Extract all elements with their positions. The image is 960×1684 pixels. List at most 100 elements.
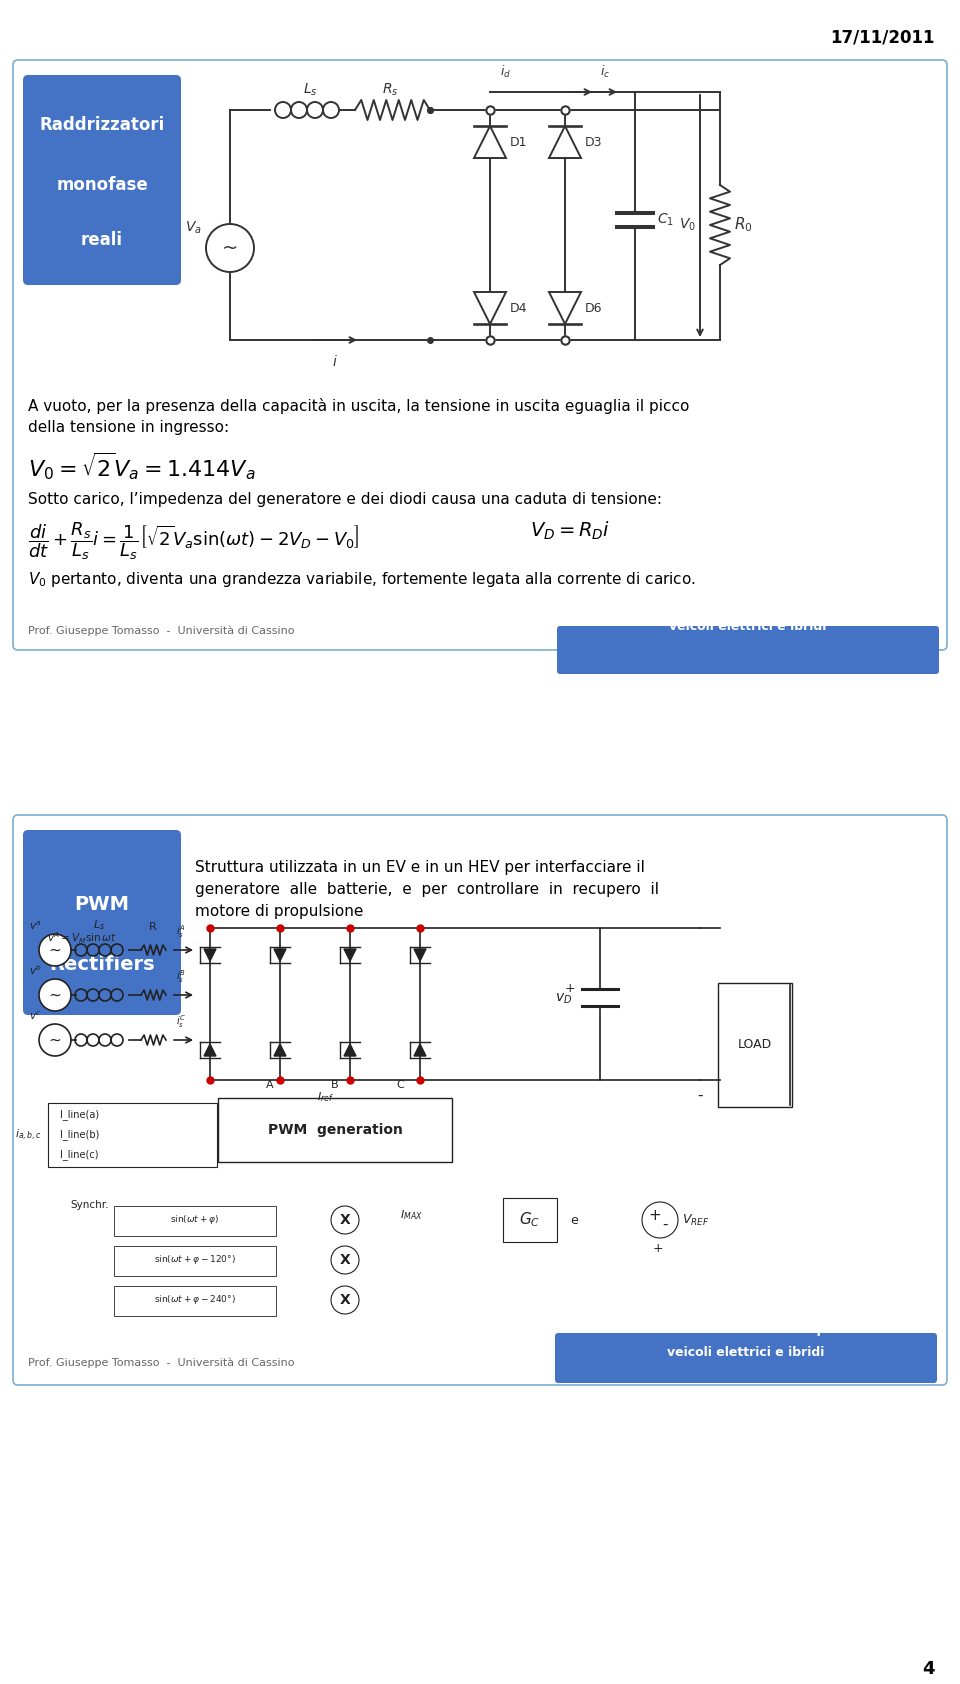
Text: $V_{REF}$: $V_{REF}$ [682, 1212, 709, 1228]
Polygon shape [414, 1044, 426, 1056]
Text: -: - [662, 1216, 668, 1231]
Text: generatore  alle  batterie,  e  per  controllare  in  recupero  il: generatore alle batterie, e per controll… [195, 882, 659, 898]
FancyBboxPatch shape [23, 830, 181, 1015]
FancyBboxPatch shape [218, 1098, 452, 1162]
Text: $V_0$: $V_0$ [679, 217, 696, 232]
Text: Sotto carico, l’impedenza del generatore e dei diodi causa una caduta di tension: Sotto carico, l’impedenza del generatore… [28, 492, 662, 507]
Text: $\dfrac{di}{dt} + \dfrac{R_s}{L_s}i = \dfrac{1}{L_s}\left[\sqrt{2}V_a \sin(\omeg: $\dfrac{di}{dt} + \dfrac{R_s}{L_s}i = \d… [28, 520, 360, 562]
Text: ~: ~ [49, 987, 61, 1002]
Text: $V_0$ pertanto, diventa una grandezza variabile, fortemente legata alla corrente: $V_0$ pertanto, diventa una grandezza va… [28, 569, 696, 589]
FancyBboxPatch shape [718, 983, 792, 1106]
FancyBboxPatch shape [23, 76, 181, 285]
Polygon shape [549, 126, 581, 158]
Text: I_line(b): I_line(b) [60, 1130, 100, 1140]
Text: $I_{ref}$: $I_{ref}$ [317, 1090, 333, 1103]
Text: C: C [396, 1079, 404, 1090]
Text: +: + [564, 982, 575, 995]
Circle shape [39, 1024, 71, 1056]
Text: $i_c$: $i_c$ [600, 64, 611, 81]
Text: $L_s$: $L_s$ [302, 81, 318, 98]
Text: B: B [331, 1079, 339, 1090]
Text: D1: D1 [510, 135, 527, 148]
Text: ~: ~ [49, 1032, 61, 1047]
Text: $i_d$: $i_d$ [500, 64, 511, 81]
FancyBboxPatch shape [114, 1287, 276, 1315]
Text: ~: ~ [222, 239, 238, 258]
Text: 4: 4 [923, 1660, 935, 1677]
Text: $R_0$: $R_0$ [734, 216, 753, 234]
Text: I_line(c): I_line(c) [60, 1150, 99, 1160]
Circle shape [331, 1287, 359, 1314]
Polygon shape [414, 950, 426, 962]
Text: $L_s$: $L_s$ [93, 918, 105, 931]
Text: $v^a$: $v^a$ [29, 919, 41, 931]
Polygon shape [344, 1044, 356, 1056]
Text: $i$: $i$ [332, 354, 338, 369]
FancyBboxPatch shape [13, 815, 947, 1384]
Text: monofase: monofase [56, 177, 148, 194]
Text: $C_1$: $C_1$ [657, 212, 674, 229]
Text: X: X [340, 1293, 350, 1307]
Text: $i_{a,b,c}$: $i_{a,b,c}$ [15, 1128, 42, 1142]
Text: 17/11/2011: 17/11/2011 [830, 29, 935, 45]
FancyBboxPatch shape [555, 1334, 937, 1383]
Polygon shape [474, 291, 506, 323]
Text: Prof. Giuseppe Tomasso  -  Università di Cassino: Prof. Giuseppe Tomasso - Università di C… [28, 1357, 295, 1369]
Text: $\sin(\omega t+\varphi-120°)$: $\sin(\omega t+\varphi-120°)$ [154, 1253, 236, 1266]
Polygon shape [204, 950, 216, 962]
Text: D6: D6 [585, 301, 603, 315]
Text: veicoli elettrici e ibridi: veicoli elettrici e ibridi [667, 1346, 825, 1359]
Text: $i_s^A$: $i_s^A$ [177, 923, 186, 940]
Text: $v^A = V_M \sin\omega t$: $v^A = V_M \sin\omega t$ [47, 930, 117, 946]
Polygon shape [549, 291, 581, 323]
Text: motore di propulsione: motore di propulsione [195, 904, 364, 919]
Text: X: X [340, 1212, 350, 1228]
Text: $I_{MAX}$: $I_{MAX}$ [400, 1207, 422, 1223]
Text: $i_s^C$: $i_s^C$ [176, 1014, 186, 1031]
Text: D4: D4 [510, 301, 527, 315]
Text: A: A [266, 1079, 274, 1090]
Circle shape [39, 935, 71, 967]
FancyBboxPatch shape [503, 1197, 557, 1243]
Circle shape [39, 978, 71, 1010]
Polygon shape [274, 1044, 286, 1056]
Text: $v_D$: $v_D$ [555, 992, 572, 1007]
Text: $G_C$: $G_C$ [519, 1211, 540, 1229]
Circle shape [206, 224, 254, 273]
FancyBboxPatch shape [48, 1103, 217, 1167]
Text: Prof. Giuseppe Tomasso  -  Università di Cassino: Prof. Giuseppe Tomasso - Università di C… [28, 625, 295, 635]
Text: $R_s$: $R_s$ [382, 81, 398, 98]
Text: Convertitori elettronici per: Convertitori elettronici per [654, 601, 842, 615]
Text: PWM: PWM [75, 896, 130, 914]
Text: $\sin(\omega t+\varphi-240°)$: $\sin(\omega t+\varphi-240°)$ [154, 1293, 236, 1307]
Text: $v^c$: $v^c$ [29, 1010, 41, 1022]
Circle shape [331, 1246, 359, 1275]
Text: $\sin(\omega t+\varphi)$: $\sin(\omega t+\varphi)$ [171, 1214, 220, 1226]
Text: Struttura utilizzata in un EV e in un HEV per interfacciare il: Struttura utilizzata in un EV e in un HE… [195, 861, 645, 876]
Text: X: X [340, 1253, 350, 1266]
Circle shape [642, 1202, 678, 1238]
Text: $V_D = R_D i$: $V_D = R_D i$ [530, 520, 611, 542]
Text: ~: ~ [49, 943, 61, 958]
Text: R: R [149, 923, 156, 931]
Text: Synchr.: Synchr. [70, 1201, 108, 1211]
Text: LOAD: LOAD [738, 1039, 772, 1051]
Polygon shape [274, 950, 286, 962]
FancyBboxPatch shape [114, 1246, 276, 1276]
Text: Convertitori elettronici per: Convertitori elettronici per [652, 1324, 840, 1337]
Text: Rectifiers: Rectifiers [49, 955, 155, 975]
Polygon shape [204, 1044, 216, 1056]
Text: $i_s^B$: $i_s^B$ [176, 968, 186, 985]
FancyBboxPatch shape [557, 626, 939, 674]
Text: Raddrizzatori: Raddrizzatori [39, 116, 164, 135]
Text: PWM  generation: PWM generation [268, 1123, 402, 1137]
Text: I_line(a): I_line(a) [60, 1110, 99, 1120]
Text: $V_a$: $V_a$ [185, 221, 202, 236]
Text: veicoli elettrici e ibridi: veicoli elettrici e ibridi [669, 620, 827, 633]
FancyBboxPatch shape [13, 61, 947, 650]
FancyBboxPatch shape [114, 1206, 276, 1236]
Text: reali: reali [81, 231, 123, 249]
Text: A vuoto, per la presenza della capacità in uscita, la tensione in uscita eguagli: A vuoto, per la presenza della capacità … [28, 397, 689, 414]
Text: +: + [653, 1243, 663, 1255]
Text: e: e [570, 1214, 578, 1226]
